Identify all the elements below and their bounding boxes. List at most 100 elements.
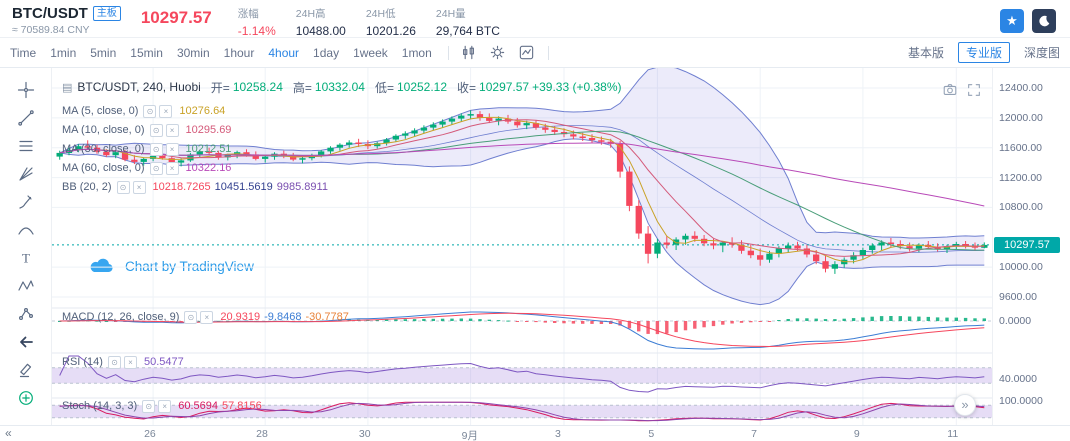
add-indicator-icon[interactable] [13, 385, 39, 411]
stat-24h-volume: 24H量 29,764 BTC [436, 6, 500, 38]
approx-cny-value: ≈ 70589.84 CNY [12, 24, 90, 36]
measure-icon[interactable] [13, 301, 39, 327]
indicator-gear-icon[interactable] [488, 43, 508, 63]
divider [547, 45, 549, 60]
text-icon[interactable]: T [13, 245, 39, 271]
study-value: 50.5477 [143, 356, 184, 368]
study-close-button[interactable]: × [165, 161, 179, 175]
study-value: 60.5694 [178, 400, 218, 412]
main-row: T Chart by TradingView ▤ BTC/USDT, 240, … [0, 68, 1070, 425]
chart-toolbar: Time 1min 5min 15min 30min 1hour 4hour 1day 1wee… [0, 38, 1070, 68]
study-label: RSI (14) [62, 356, 103, 368]
camera-icon[interactable] [942, 82, 958, 98]
axis-price-label: 9600.00 [999, 291, 1037, 303]
study-settings-button[interactable]: ⊙ [149, 123, 163, 137]
axis-price-label: 12400.00 [999, 82, 1043, 94]
study-close-button[interactable]: × [165, 142, 179, 156]
study-settings-button[interactable]: ⊙ [184, 310, 198, 324]
study-settings-button[interactable]: ⊙ [149, 161, 163, 175]
scroll-to-latest-button[interactable]: » [954, 394, 976, 416]
tradingview-watermark: Chart by TradingView [86, 256, 254, 276]
interval-1hour[interactable]: 1hour [223, 45, 255, 60]
open-label: 开= [210, 80, 230, 95]
interval-group: Time 1min 5min 15min 30min 1hour 4hour 1day 1wee… [10, 46, 446, 60]
study-legend-ma10: MA (10, close, 0) ⊙ × 10295.69 [62, 123, 231, 137]
study-legend-ma60: MA (60, close, 0) ⊙ × 10322.16 [62, 161, 231, 175]
view-basic-button[interactable]: 基本版 [907, 46, 944, 60]
time-axis[interactable]: « 26 28 30 9月 3 5 7 9 11 [0, 425, 1070, 441]
stat-change: 涨幅 -1.14% [238, 6, 276, 38]
study-settings-button[interactable]: ⊙ [149, 142, 163, 156]
interval-4hour[interactable]: 4hour [268, 45, 300, 60]
study-value: 10451.5619 [214, 181, 273, 193]
study-close-button[interactable]: × [132, 180, 146, 194]
study-close-button[interactable]: × [123, 355, 137, 369]
study-value: 10322.16 [185, 162, 232, 174]
study-legend-ma5: MA (5, close, 0) ⊙ × 10276.64 [62, 104, 225, 118]
curve-icon[interactable] [13, 217, 39, 243]
view-depth-button[interactable]: 深度图 [1023, 46, 1060, 60]
study-close-button[interactable]: × [159, 104, 173, 118]
interval-1week[interactable]: 1week [353, 45, 388, 60]
divider [447, 45, 449, 60]
eraser-icon[interactable] [13, 357, 39, 383]
gann-fan-icon[interactable] [13, 161, 39, 187]
stat-value: 10488.00 [295, 24, 346, 38]
study-close-button[interactable]: × [158, 399, 172, 413]
study-close-button[interactable]: × [200, 310, 214, 324]
svg-text:T: T [22, 251, 30, 266]
view-pro-button[interactable]: 专业版 [957, 42, 1010, 63]
axis-price-label: 10800.00 [999, 201, 1043, 214]
interval-time[interactable]: Time [10, 45, 37, 60]
chart-legend-title: ▤ BTC/USDT, 240, Huobi 开= 10258.24 高= 1033… [62, 80, 622, 95]
chart-area: Chart by TradingView ▤ BTC/USDT, 240, Hu… [52, 68, 992, 425]
stat-value: 29,764 BTC [435, 24, 500, 38]
study-settings-button[interactable]: ⊙ [142, 399, 156, 413]
interval-30min[interactable]: 30min [176, 45, 210, 60]
price-axis[interactable]: 12400.00 12000.00 11600.00 11200.00 10800.00… [992, 68, 1070, 425]
time-tick-label: 11 [947, 428, 959, 440]
pair-name: BTC/USDT [12, 5, 88, 22]
time-tick-label: 28 [256, 428, 268, 440]
trend-line-icon[interactable] [13, 105, 39, 131]
study-label: Stoch (14, 3, 3) [62, 400, 138, 412]
night-mode-button[interactable] [1032, 9, 1056, 33]
study-label: MACD (12, 26, close, 9) [62, 311, 180, 323]
back-arrow-icon[interactable] [13, 329, 39, 355]
stat-24h-low: 24H低 10201.26 [366, 6, 416, 38]
study-settings-button[interactable]: ⊙ [107, 355, 121, 369]
candlestick-chart[interactable] [52, 68, 992, 425]
board-badge[interactable]: 主板 [92, 6, 121, 21]
moon-icon [1039, 15, 1050, 27]
low-label: 低= [374, 80, 394, 95]
low-value: 10252.12 [396, 80, 448, 94]
study-settings-button[interactable]: ⊙ [143, 104, 157, 118]
interval-1day[interactable]: 1day [313, 45, 340, 60]
brush-icon[interactable] [13, 189, 39, 215]
interval-5min[interactable]: 5min [90, 45, 117, 60]
fullscreen-icon[interactable] [966, 82, 982, 98]
collapse-left-button[interactable]: « [5, 426, 12, 440]
last-price: 10297.57 [140, 8, 212, 27]
crosshair-icon[interactable] [13, 77, 39, 103]
study-label: MA (30, close, 0) [62, 143, 145, 155]
star-icon: ★ [1006, 13, 1018, 28]
interval-1min[interactable]: 1min [50, 45, 77, 60]
study-label: MA (60, close, 0) [62, 162, 145, 174]
favorite-button[interactable]: ★ [1000, 9, 1024, 33]
interval-1mon[interactable]: 1mon [401, 45, 432, 60]
header: BTC/USDT 主板 ≈ 70589.84 CNY 10297.57 涨幅 -… [0, 0, 1070, 38]
study-value: 10212.51 [185, 143, 232, 155]
study-close-button[interactable]: × [165, 123, 179, 137]
interval-15min[interactable]: 15min [130, 45, 163, 60]
study-legend-rsi: RSI (14) ⊙ × 50.5477 [62, 355, 184, 369]
view-switch-group: 基本版 专业版 深度图 [894, 42, 1060, 63]
fib-retracement-icon[interactable] [13, 133, 39, 159]
chart-type-icon[interactable] [459, 43, 479, 63]
study-value: 10295.69 [185, 124, 232, 136]
overlay-icon[interactable] [517, 43, 537, 63]
xabcd-pattern-icon[interactable] [13, 273, 39, 299]
study-settings-button[interactable]: ⊙ [116, 180, 130, 194]
study-value: 57.8156 [221, 400, 262, 412]
